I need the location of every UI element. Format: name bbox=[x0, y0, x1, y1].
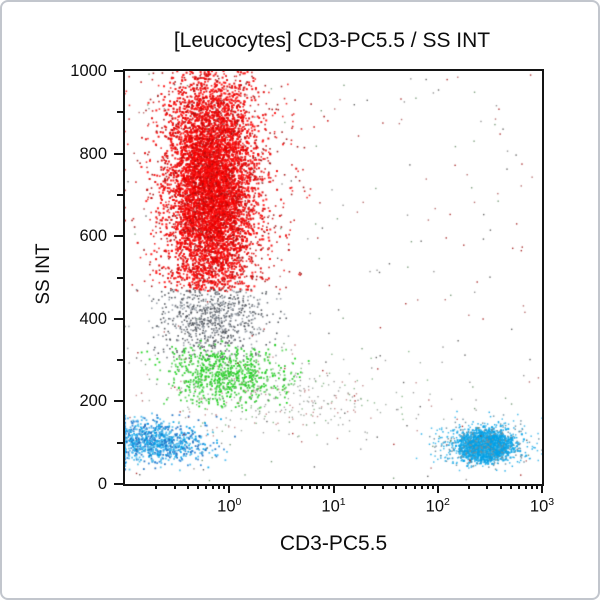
x-minor-tick bbox=[426, 484, 429, 489]
x-minor-tick bbox=[509, 484, 512, 489]
x-tick-label: 100 bbox=[217, 496, 242, 516]
y-major-tick bbox=[114, 235, 123, 238]
y-major-tick bbox=[114, 483, 123, 485]
x-minor-tick bbox=[486, 484, 489, 489]
y-minor-tick bbox=[117, 441, 123, 444]
y-minor-tick bbox=[117, 193, 123, 196]
x-minor-tick bbox=[524, 484, 527, 489]
x-minor-tick bbox=[530, 484, 533, 489]
x-minor-tick bbox=[382, 484, 385, 489]
x-minor-tick bbox=[186, 484, 189, 489]
x-axis-label: CD3-PC5.5 bbox=[279, 532, 388, 555]
y-tick-label: 1000 bbox=[70, 62, 107, 80]
y-major-tick bbox=[114, 400, 123, 403]
x-minor-tick bbox=[205, 484, 208, 489]
y-minor-tick bbox=[117, 359, 123, 362]
y-minor-tick bbox=[117, 111, 123, 114]
y-axis-label: SS INT bbox=[33, 243, 54, 305]
x-minor-tick bbox=[277, 484, 280, 489]
y-tick-label: 200 bbox=[79, 392, 107, 411]
x-minor-tick bbox=[173, 484, 176, 489]
x-tick-label: 102 bbox=[425, 496, 450, 516]
y-major-tick bbox=[114, 152, 123, 155]
x-minor-tick bbox=[212, 484, 215, 489]
x-minor-tick bbox=[413, 484, 416, 489]
x-minor-tick bbox=[499, 484, 502, 489]
x-minor-tick bbox=[395, 484, 398, 489]
x-minor-tick bbox=[536, 484, 539, 489]
chart-title: [Leucocytes] CD3-PC5.5 / SS INT bbox=[173, 29, 491, 52]
y-tick-label: 600 bbox=[79, 227, 107, 246]
x-minor-tick bbox=[301, 484, 304, 489]
x-minor-tick bbox=[218, 484, 221, 489]
x-minor-tick bbox=[223, 484, 226, 489]
y-tick-label: 800 bbox=[79, 144, 107, 163]
x-tick-label: 101 bbox=[321, 496, 346, 516]
x-minor-tick bbox=[363, 484, 366, 489]
x-major-tick bbox=[228, 484, 231, 493]
scatter-canvas bbox=[125, 71, 542, 484]
x-minor-tick bbox=[316, 484, 319, 489]
x-minor-tick bbox=[291, 484, 293, 489]
x-tick-label: 103 bbox=[529, 496, 555, 516]
x-minor-tick bbox=[468, 484, 471, 489]
x-minor-tick bbox=[405, 484, 408, 489]
x-minor-tick bbox=[309, 484, 312, 489]
x-minor-tick bbox=[431, 484, 434, 489]
x-minor-tick bbox=[259, 484, 262, 489]
y-tick-label: 0 bbox=[97, 475, 107, 493]
x-minor-tick bbox=[517, 484, 520, 489]
y-tick-label: 400 bbox=[79, 309, 107, 328]
x-minor-tick bbox=[322, 484, 325, 489]
y-major-tick bbox=[114, 317, 123, 320]
x-minor-tick bbox=[196, 484, 199, 489]
y-minor-tick bbox=[117, 276, 123, 279]
x-minor-tick bbox=[420, 484, 423, 489]
x-major-tick bbox=[436, 484, 439, 493]
x-major-tick bbox=[332, 484, 335, 493]
x-minor-tick bbox=[327, 484, 330, 489]
x-major-tick bbox=[541, 484, 543, 493]
y-major-tick bbox=[114, 70, 123, 72]
x-minor-tick bbox=[155, 484, 158, 489]
plot-area: 0 200 400 600 800 1000 100 101 102 103 bbox=[70, 63, 554, 515]
